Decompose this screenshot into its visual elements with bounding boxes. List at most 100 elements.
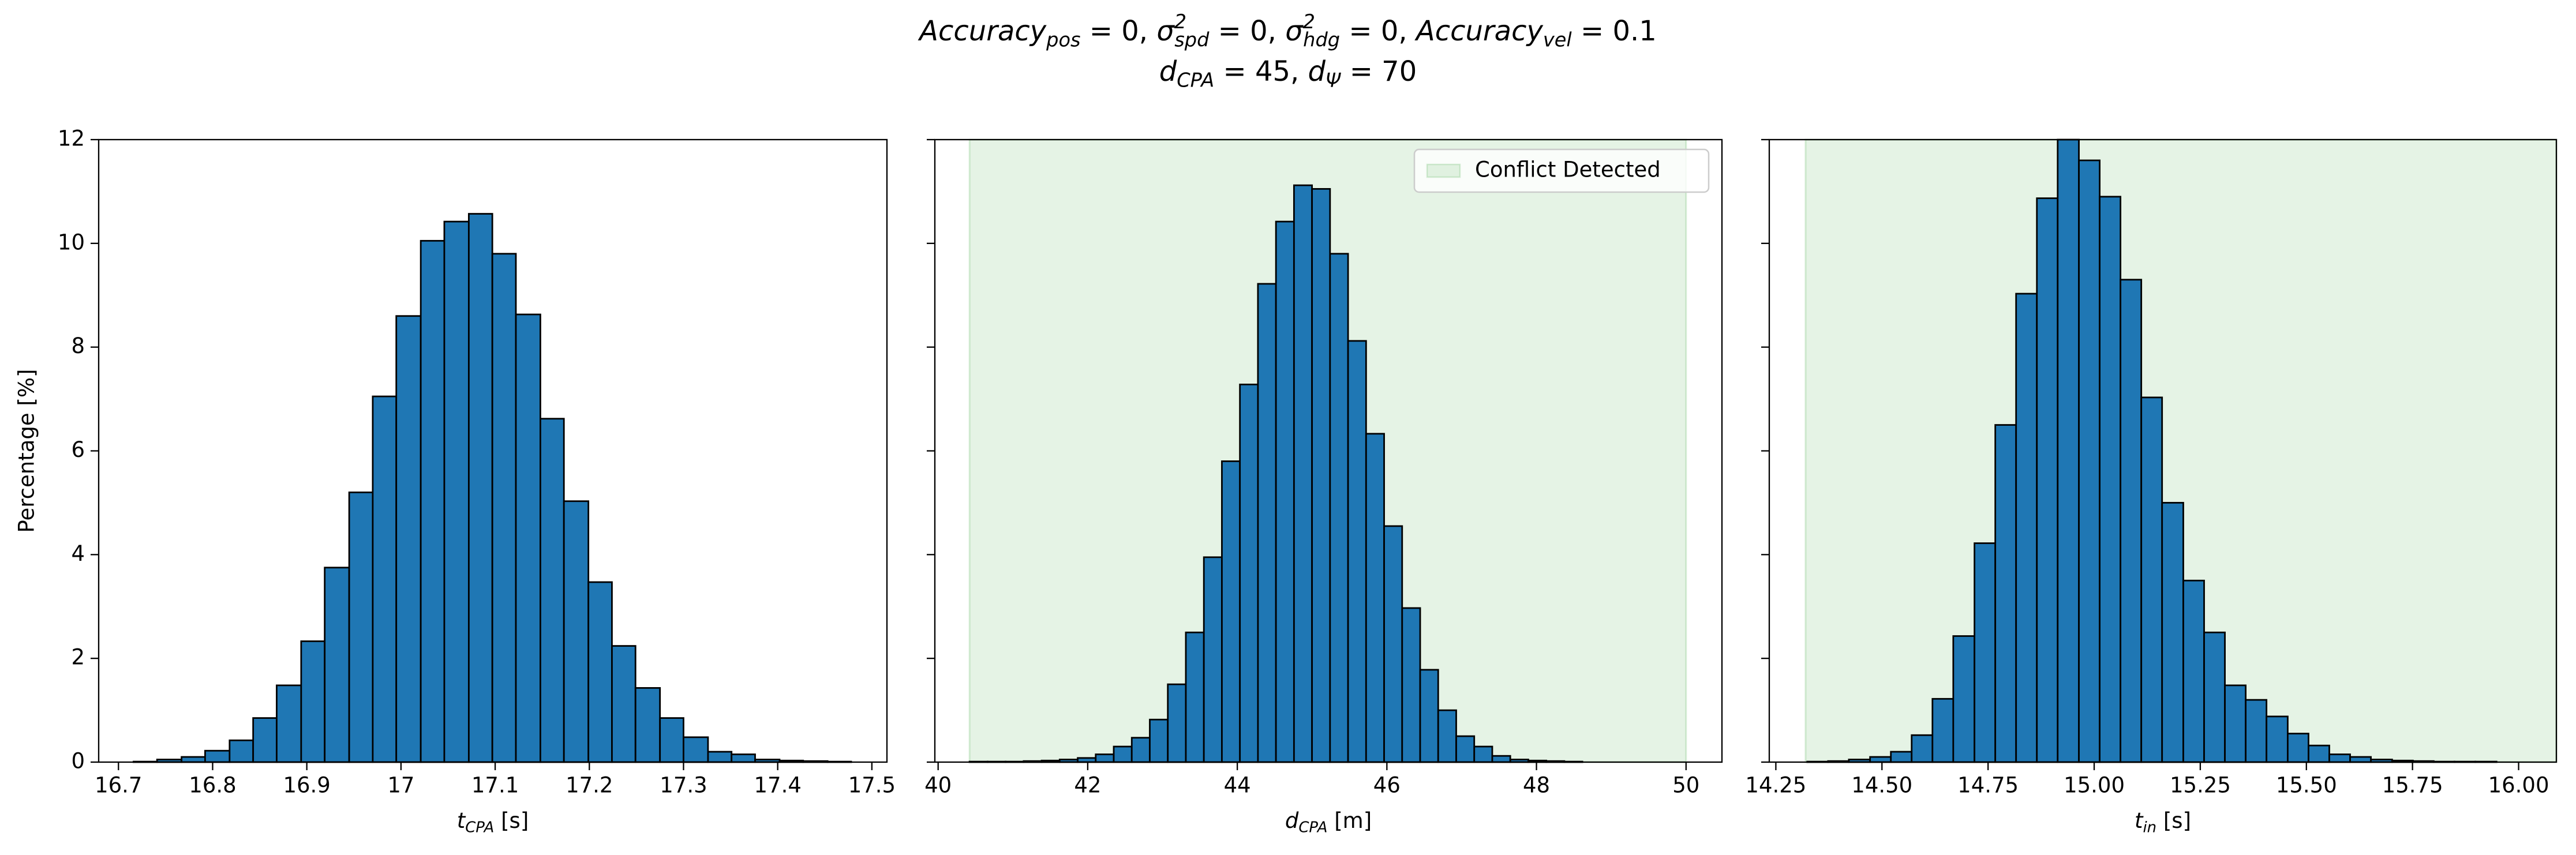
bar	[1239, 384, 1259, 763]
bar	[1203, 556, 1223, 763]
x-tick-label: 17	[387, 773, 414, 798]
bar	[252, 717, 278, 763]
bar	[1257, 283, 1277, 763]
bar	[372, 395, 398, 763]
x-tick-label: 15.25	[2170, 773, 2231, 798]
subscript: vel	[1543, 28, 1572, 51]
subscript: spd	[1174, 28, 1210, 51]
bar	[2224, 684, 2247, 763]
bar	[467, 213, 493, 763]
subscript: CPA	[465, 819, 494, 836]
y-tick-label: 6	[71, 437, 85, 462]
math-symbol: d	[1159, 55, 1177, 88]
text-part: [m]	[1327, 808, 1372, 833]
bar	[540, 418, 565, 763]
bar	[611, 645, 636, 763]
x-tick-label: 17.1	[471, 773, 519, 798]
x-axis-label: dCPA [m]	[1285, 808, 1372, 836]
bar	[2015, 292, 2038, 763]
bar	[204, 749, 231, 763]
bar	[731, 753, 756, 763]
bar	[707, 751, 733, 763]
bar	[2161, 502, 2184, 763]
bar	[1095, 753, 1115, 763]
text-part: [s]	[2156, 808, 2191, 833]
y-tick-label: 2	[71, 645, 85, 670]
bar	[1221, 460, 1241, 763]
bar	[2057, 138, 2080, 763]
bar	[1383, 525, 1403, 763]
x-tick-label: 40	[924, 773, 952, 798]
bar	[1473, 745, 1493, 763]
bar	[2287, 733, 2309, 763]
bar	[2120, 279, 2143, 763]
bar	[2140, 396, 2163, 763]
bar	[1113, 745, 1133, 763]
bar	[2182, 579, 2205, 763]
bar	[1149, 718, 1169, 763]
bar	[1869, 756, 1892, 763]
bar	[276, 684, 302, 763]
bar	[2245, 699, 2268, 763]
bar	[1890, 751, 1913, 763]
subscript: Ψ	[1326, 69, 1341, 91]
x-tick-label: 16.7	[95, 773, 142, 798]
subscript: hdg	[1303, 28, 1340, 51]
x-tick-label: 46	[1373, 773, 1401, 798]
x-tick-label: 16.9	[283, 773, 330, 798]
bar	[1329, 253, 1349, 763]
math-symbol: t	[2135, 808, 2144, 833]
x-tick-label: 17.4	[754, 773, 801, 798]
bar	[420, 239, 445, 763]
bar	[2349, 756, 2372, 763]
math-symbol: d	[1308, 55, 1326, 88]
x-tick-label: 15.50	[2276, 773, 2337, 798]
text-part: = 0.1	[1572, 15, 1657, 47]
x-tick-label: 16.8	[189, 773, 236, 798]
bar	[1347, 340, 1367, 763]
bar	[1994, 424, 2017, 763]
bar	[229, 739, 254, 763]
legend-patch	[1426, 163, 1461, 178]
bar	[1491, 755, 1511, 763]
bar	[1130, 737, 1151, 763]
x-axis-label: tin [s]	[2135, 808, 2191, 836]
bar	[1293, 184, 1313, 763]
bar	[2036, 197, 2059, 763]
text-part: = 0,	[1081, 15, 1157, 47]
text-part: [s]	[494, 808, 529, 833]
bar	[1455, 735, 1476, 763]
subscript: CPA	[1177, 69, 1214, 91]
math-symbol: d	[1285, 808, 1299, 833]
bar	[1311, 188, 1331, 763]
y-tick-label: 8	[71, 333, 85, 358]
x-tick-label: 50	[1672, 773, 1699, 798]
bar	[515, 313, 541, 763]
x-tick-label: 14.25	[1745, 773, 1806, 798]
bar	[181, 756, 206, 763]
bar	[491, 253, 517, 763]
x-tick-label: 48	[1523, 773, 1550, 798]
y-tick-label: 0	[71, 749, 85, 774]
x-tick-label: 15.00	[2064, 773, 2125, 798]
bar	[1931, 697, 1955, 763]
bar	[1974, 542, 1997, 763]
bar	[563, 500, 590, 763]
bar	[1401, 607, 1421, 763]
subscript: in	[2143, 819, 2156, 836]
y-tick-label: 10	[58, 230, 85, 254]
math-symbol: σ	[1156, 15, 1175, 47]
x-tick-label: 15.75	[2382, 773, 2443, 798]
subscript: CPA	[1298, 819, 1327, 836]
subscript: pos	[1046, 28, 1080, 51]
bar	[2266, 715, 2289, 763]
bar	[1419, 669, 1439, 763]
bar	[2328, 753, 2351, 763]
bar	[683, 736, 709, 763]
x-tick-label: 14.75	[1957, 773, 2019, 798]
text-part: = 0,	[1209, 15, 1285, 47]
bar	[2308, 744, 2330, 763]
figure-title: dCPA = 45, dΨ = 70	[1159, 55, 1417, 91]
y-tick-label: 12	[58, 126, 85, 151]
